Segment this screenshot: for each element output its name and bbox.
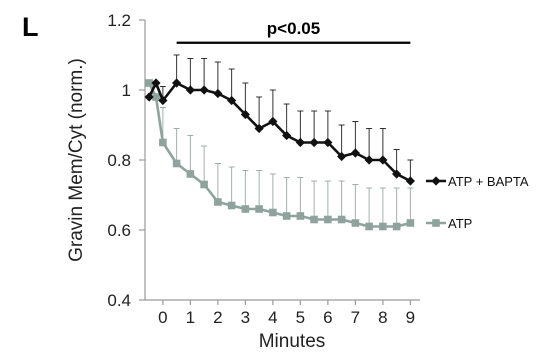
x-tick-label: 6	[323, 308, 332, 327]
data-point	[392, 222, 401, 231]
data-point	[337, 215, 346, 224]
y-axis-label: Gravin Mem/Cyt (norm.)	[66, 58, 87, 262]
legend-marker	[432, 219, 440, 227]
data-point	[406, 219, 415, 227]
data-point	[269, 208, 277, 217]
y-tick-label: 1	[122, 81, 131, 100]
y-tick-label: 0.8	[107, 151, 131, 170]
data-point	[310, 215, 318, 224]
data-point	[227, 201, 236, 210]
x-axis-label: Minutes	[259, 331, 326, 352]
significance-annotation: p<0.05	[176, 19, 411, 44]
legend-label: ATP + BAPTA	[448, 174, 529, 189]
data-point	[144, 92, 154, 102]
data-point	[186, 170, 195, 178]
series-atp-bapta	[144, 54, 415, 186]
data-point	[364, 155, 374, 165]
data-point	[159, 138, 167, 147]
significance-label: p<0.05	[267, 19, 320, 38]
x-tick-label: 9	[406, 308, 415, 327]
data-point	[323, 137, 333, 148]
y-ticks: 0.4 0.6 0.8 1 1.2	[107, 11, 145, 310]
y-tick-label: 0.6	[107, 221, 131, 240]
data-point	[227, 95, 237, 106]
data-point	[378, 155, 388, 165]
series-atp	[145, 79, 415, 231]
data-point	[213, 88, 223, 99]
legend-marker	[431, 176, 441, 186]
data-point	[365, 222, 373, 231]
data-point	[214, 198, 222, 206]
y-tick-label: 1.2	[107, 11, 131, 30]
series-line	[147, 81, 411, 183]
data-point	[255, 205, 263, 213]
x-tick-label: 1	[186, 308, 195, 327]
data-point	[295, 137, 305, 148]
data-point	[158, 95, 168, 106]
x-tick-label: 0	[158, 308, 167, 327]
x-tick-label: 5	[296, 308, 305, 327]
data-point	[379, 222, 387, 231]
legend-item: ATP	[426, 216, 472, 231]
data-point	[241, 205, 250, 213]
data-point	[282, 212, 291, 220]
data-point	[254, 123, 264, 134]
data-point	[350, 148, 360, 158]
data-point	[337, 151, 347, 162]
series-line	[147, 82, 411, 228]
data-point	[240, 109, 250, 120]
x-tick-label: 2	[213, 308, 222, 327]
panel-letter: L	[22, 12, 39, 42]
series-layer	[144, 54, 415, 231]
data-point	[351, 219, 360, 227]
legend-item: ATP + BAPTA	[426, 174, 529, 189]
data-point	[324, 215, 332, 224]
data-point	[199, 85, 209, 95]
data-point	[145, 79, 153, 87]
data-point	[200, 180, 208, 189]
legend-label: ATP	[448, 216, 472, 231]
data-point	[392, 169, 402, 179]
data-point	[268, 116, 278, 127]
data-point	[296, 212, 305, 220]
data-point	[151, 78, 161, 88]
x-tick-label: 3	[241, 308, 250, 327]
data-point	[405, 176, 415, 186]
data-point	[185, 85, 195, 95]
y-tick-label: 0.4	[107, 291, 131, 310]
legend: ATP + BAPTA ATP	[426, 174, 529, 231]
data-point	[309, 137, 319, 148]
data-point	[152, 93, 160, 101]
x-tick-label: 8	[378, 308, 387, 327]
data-point	[282, 130, 292, 141]
data-point	[172, 78, 182, 88]
x-tick-label: 7	[351, 308, 360, 327]
x-tick-label: 4	[268, 308, 277, 327]
data-point	[172, 159, 181, 168]
